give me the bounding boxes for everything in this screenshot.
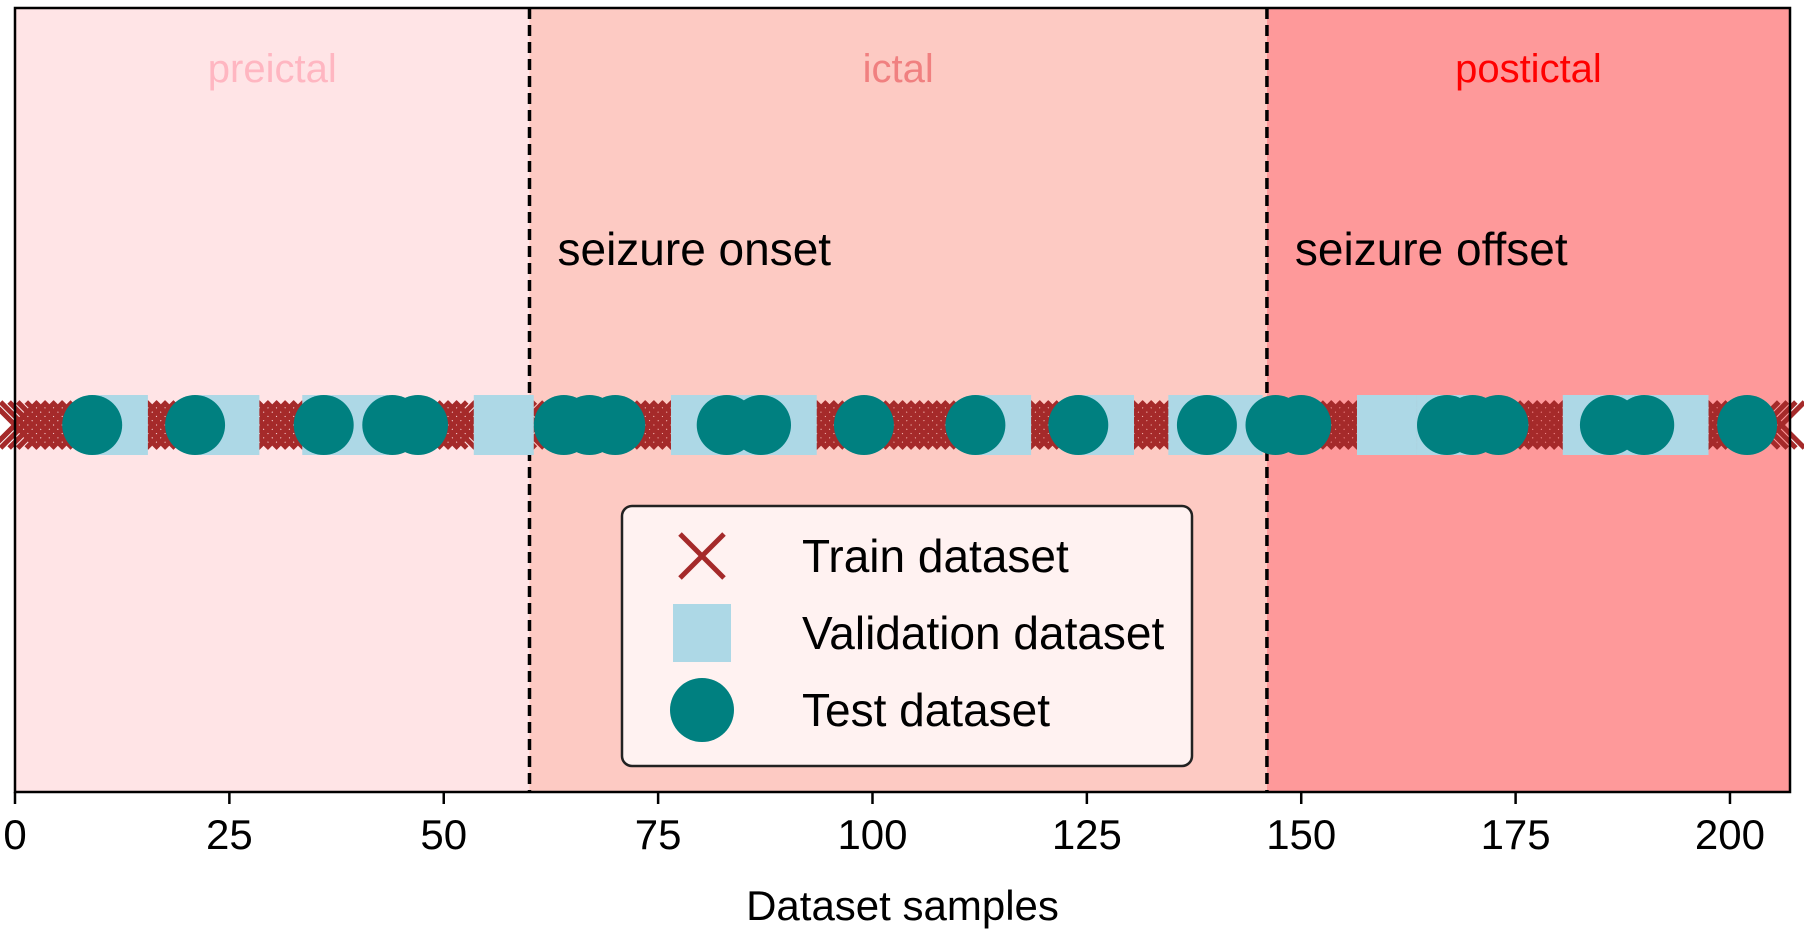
x-stroke — [907, 400, 958, 450]
test-point — [1271, 395, 1332, 455]
x-stroke — [899, 400, 949, 450]
x-tick-label: 175 — [1481, 811, 1551, 858]
train-point — [7, 400, 57, 450]
annotation-label: seizure offset — [1295, 223, 1568, 275]
legend-label: Test dataset — [802, 684, 1050, 736]
x-tick-label: 100 — [837, 811, 907, 858]
x-stroke — [0, 400, 49, 450]
region-label-preictal: preictal — [208, 47, 337, 91]
legend-label: Train dataset — [802, 530, 1069, 582]
train-point — [24, 400, 75, 450]
x-stroke — [24, 400, 75, 450]
legend: Train dataset Validation dataset Test data… — [620, 504, 1194, 768]
train-point — [1516, 400, 1567, 450]
test-point — [1176, 395, 1237, 455]
test-point — [945, 395, 1006, 455]
x-stroke — [15, 400, 66, 450]
test-point — [62, 395, 123, 455]
region-postictal — [1266, 8, 1790, 792]
test-point — [1717, 395, 1778, 455]
region-labels-layer: preictal ictal postictal — [208, 47, 1602, 91]
validation-point — [473, 395, 534, 455]
legend-train-marker — [678, 532, 726, 580]
test-point — [731, 395, 792, 455]
test-point — [293, 395, 354, 455]
x-stroke — [1516, 400, 1567, 450]
train-point — [256, 400, 306, 450]
x-tick-label: 25 — [206, 811, 253, 858]
plot-frame — [13, 6, 1792, 794]
x-axis-ticks: 0 25 50 75 100 125 150 175 200 — [3, 792, 1765, 858]
x-stroke — [882, 400, 932, 450]
region-label-ictal: ictal — [863, 47, 934, 91]
x-stroke — [890, 400, 941, 450]
train-point — [899, 400, 949, 450]
x-stroke — [678, 532, 726, 580]
x-stroke — [7, 400, 57, 450]
train-point — [907, 400, 958, 450]
annotation-label: seizure onset — [557, 223, 831, 275]
validation-point — [1356, 395, 1417, 455]
test-point — [1468, 395, 1529, 455]
x-axis-label: Dataset samples — [746, 882, 1059, 929]
x-tick-label: 0 — [3, 811, 26, 858]
x-tick-label: 50 — [420, 811, 467, 858]
legend-label: Validation dataset — [802, 607, 1165, 659]
x-tick-label: 200 — [1695, 811, 1765, 858]
x-tick-label: 75 — [635, 811, 682, 858]
legend-validation-marker — [673, 604, 731, 662]
test-point — [833, 395, 894, 455]
train-point — [0, 400, 49, 450]
legend-box — [620, 504, 1194, 768]
test-point — [388, 395, 449, 455]
test-series — [62, 395, 1778, 455]
train-point — [890, 400, 941, 450]
test-point — [1048, 395, 1109, 455]
test-point — [1614, 395, 1675, 455]
train-point — [15, 400, 66, 450]
markers-layer — [0, 395, 1804, 455]
region-label-postictal: postictal — [1455, 47, 1602, 91]
train-point — [882, 400, 932, 450]
test-point — [165, 395, 226, 455]
legend-test-marker — [670, 678, 734, 742]
x-tick-label: 125 — [1052, 811, 1122, 858]
x-tick-label: 150 — [1266, 811, 1336, 858]
test-point — [585, 395, 646, 455]
x-stroke — [256, 400, 306, 450]
